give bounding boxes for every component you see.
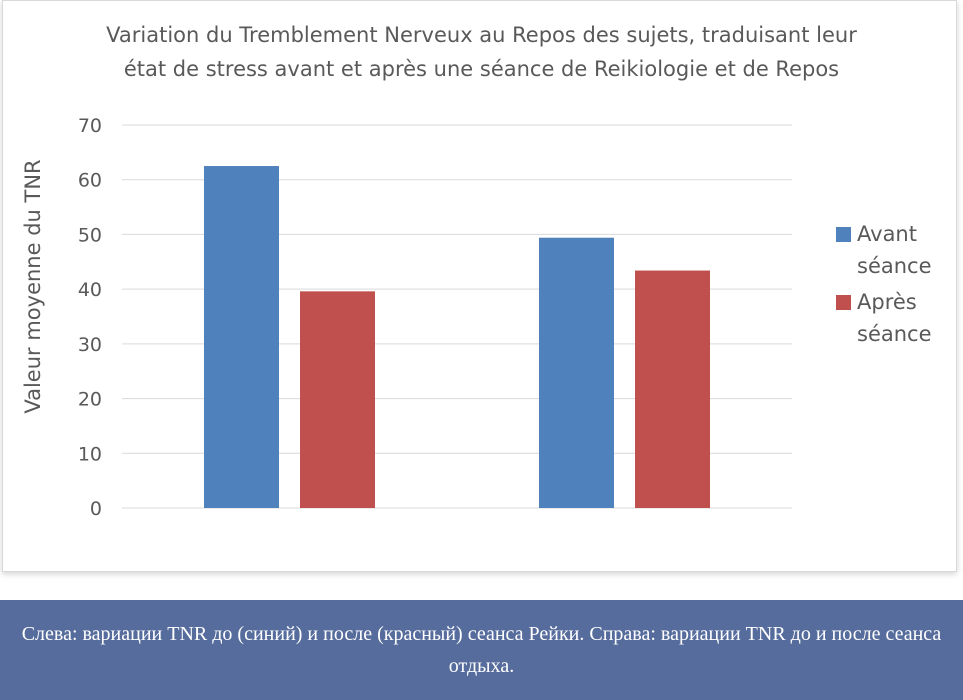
legend-item-avant: Avant séance	[836, 218, 956, 282]
legend-item-apres: Après séance	[836, 286, 956, 350]
chart-title: Variation du Tremblement Nerveux au Repo…	[106, 23, 857, 81]
y-tick-label: 0	[90, 498, 102, 520]
legend: Avant séance Après séance	[836, 218, 956, 354]
bar-apres-group-1	[300, 291, 375, 508]
bar-avant-group-1	[204, 166, 279, 509]
y-tick-label: 60	[78, 170, 102, 192]
y-axis-label: Valeur moyenne du TNR	[21, 159, 45, 413]
chart-frame	[2, 0, 957, 572]
y-tick-label: 30	[78, 334, 102, 356]
legend-label-apres: Après séance	[857, 290, 932, 346]
legend-label-avant: Avant séance	[857, 222, 932, 278]
y-tick-label: 50	[78, 224, 102, 246]
y-tick-label: 20	[78, 389, 102, 411]
caption-text: Слева: вариации TNR до (синий) и после (…	[21, 623, 942, 677]
figure-caption: Слева: вариации TNR до (синий) и после (…	[0, 600, 963, 700]
legend-swatch-avant	[836, 227, 851, 242]
y-tick-label: 40	[78, 279, 102, 301]
chart-title-container: Variation du Tremblement Nerveux au Repo…	[0, 0, 963, 115]
y-tick-label: 10	[78, 443, 102, 465]
bar-avant-group-2	[539, 237, 614, 508]
bar-chart: 0 10 20 30 40 50 60 70 Valeur moyenne du TNR	[21, 115, 792, 520]
y-tick-label: 70	[78, 115, 102, 137]
legend-swatch-apres	[836, 295, 851, 310]
bar-apres-group-2	[635, 270, 710, 508]
